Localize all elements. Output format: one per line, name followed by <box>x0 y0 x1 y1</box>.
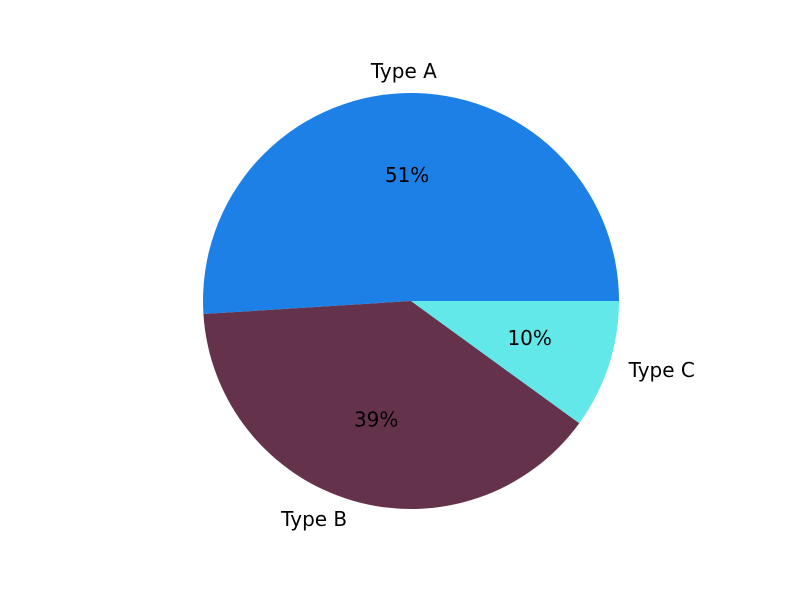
percentage-label-type-a: 51% <box>385 163 429 187</box>
pie-slice-type-c <box>411 301 619 424</box>
category-label-type-c: Type C <box>628 358 695 382</box>
category-label-type-b: Type B <box>280 507 347 531</box>
percentage-label-type-c: 10% <box>507 326 551 350</box>
percentage-label-type-b: 39% <box>354 407 398 431</box>
pie-labels: Type A 51% Type B 39% Type C 10% <box>280 59 695 531</box>
pie-slices <box>203 93 619 510</box>
category-label-type-a: Type A <box>370 59 437 83</box>
pie-slice-type-b <box>203 301 580 510</box>
pie-slice-type-a <box>203 93 619 315</box>
